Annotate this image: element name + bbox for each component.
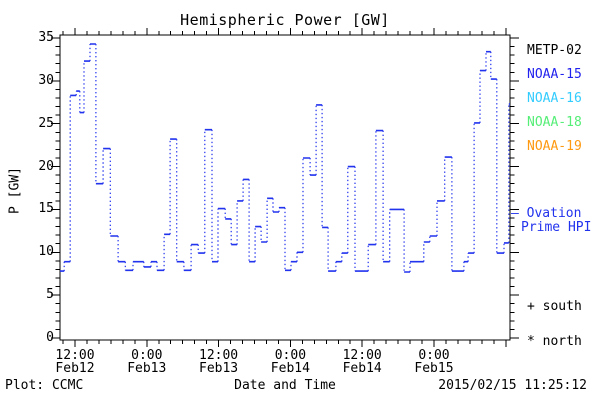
y-tick-label: 30	[38, 72, 54, 88]
x-tick-time-label: 12:00	[55, 348, 95, 363]
y-tick-label: 15	[38, 201, 54, 217]
y-tick-label: 20	[38, 158, 54, 174]
ovation-label-line2: Prime HPI	[521, 220, 592, 235]
y-tick-label: 5	[46, 287, 54, 303]
x-tick-date-label: Feb12	[55, 361, 95, 376]
x-tick-time-label: 0:00	[131, 348, 163, 363]
plot-timestamp: 2015/02/15 11:25:12	[438, 378, 587, 393]
y-tick-label: 25	[38, 115, 54, 131]
x-tick-time-label: 0:00	[274, 348, 307, 363]
y-tick-label: 10	[38, 244, 54, 260]
x-tick-date-label: Feb15	[414, 361, 454, 376]
south-marker-label: + south	[527, 299, 582, 314]
plot-source-label: Plot: CCMC	[5, 378, 84, 393]
ovation-series-label: — Ovation Prime HPI	[511, 207, 591, 235]
chart-title: Hemispheric Power [GW]	[180, 11, 390, 29]
y-tick-label: 0	[46, 330, 54, 345]
legend-item-noaa18: NOAA-18	[527, 115, 582, 130]
north-marker-label: * north	[527, 334, 582, 349]
hpi-step-curve	[60, 43, 510, 273]
x-tick-time-label: 0:00	[418, 348, 450, 363]
legend-item-noaa15: NOAA-15	[527, 67, 582, 82]
x-tick-time-label: 12:00	[199, 348, 239, 363]
plot-frame	[59, 34, 511, 341]
ovation-label-line1: Ovation	[526, 206, 582, 221]
x-tick-date-label: Feb14	[270, 361, 310, 376]
x-tick-date-label: Feb14	[342, 361, 382, 376]
y-tick-label: 35	[38, 30, 54, 45]
ovation-line-sample: —	[511, 206, 519, 221]
satellite-legend: METP-02 NOAA-15 NOAA-16 NOAA-18 NOAA-19	[527, 44, 582, 164]
hpi-step-curve-connectors	[63, 44, 510, 272]
x-tick-date-label: Feb13	[127, 361, 167, 376]
legend-item-noaa16: NOAA-16	[527, 91, 582, 106]
x-tick-time-label: 12:00	[342, 348, 382, 363]
x-axis-title: Date and Time	[234, 378, 336, 393]
legend-item-metp02: METP-02	[527, 43, 582, 58]
legend-item-noaa19: NOAA-19	[527, 139, 582, 154]
x-tick-date-label: Feb13	[199, 361, 239, 376]
